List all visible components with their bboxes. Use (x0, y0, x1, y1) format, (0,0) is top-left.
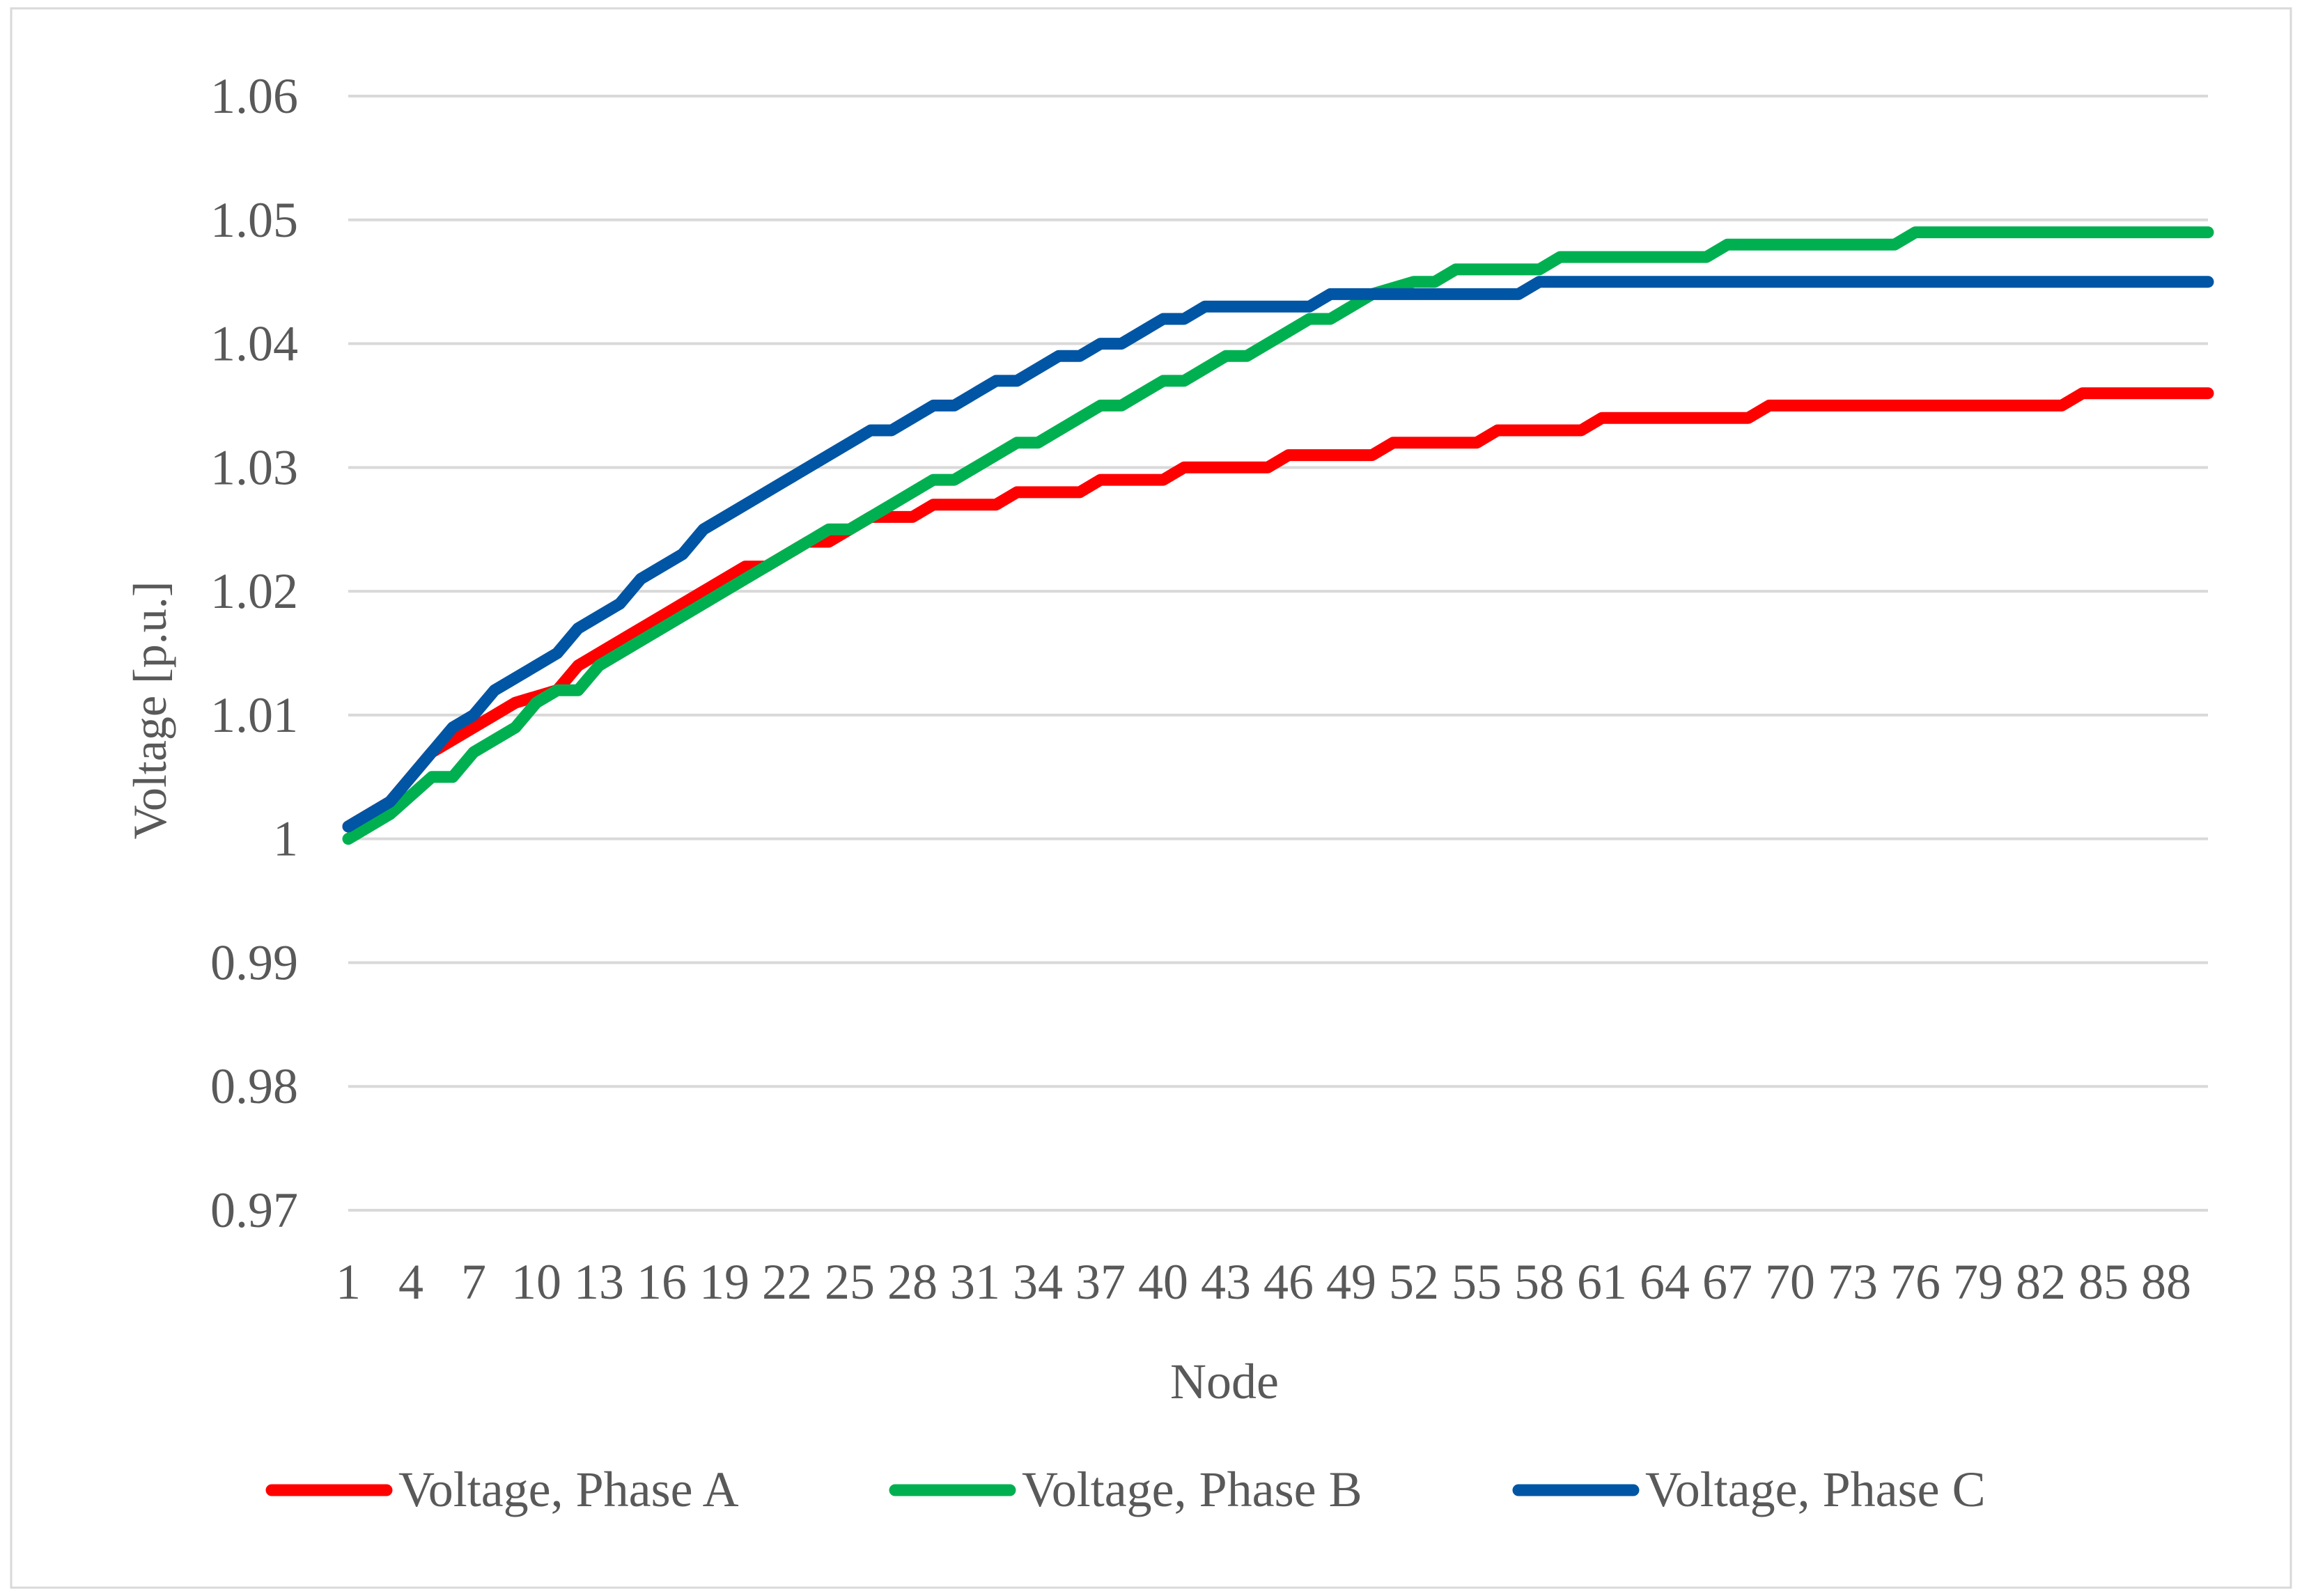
x-tick-label: 22 (762, 1254, 812, 1310)
legend-label: Voltage, Phase A (398, 1462, 739, 1517)
x-tick-label: 1 (336, 1254, 361, 1310)
series-lines (342, 226, 2214, 845)
legend-label: Voltage, Phase B (1022, 1462, 1362, 1517)
series-line-3 (342, 276, 2214, 833)
x-tick-label: 37 (1075, 1254, 1126, 1310)
legend-label: Voltage, Phase C (1645, 1462, 1986, 1517)
x-tick-label: 13 (574, 1254, 624, 1310)
y-tick-label: 1.01 (210, 687, 298, 743)
x-tick-label: 40 (1138, 1254, 1188, 1310)
x-tick-label: 61 (1577, 1254, 1627, 1310)
y-tick-label: 1.02 (210, 563, 298, 619)
x-tick-label: 73 (1828, 1254, 1878, 1310)
x-tick-label: 25 (825, 1254, 875, 1310)
x-tick-label: 16 (637, 1254, 687, 1310)
x-tick-label: 64 (1640, 1254, 1690, 1310)
x-tick-label: 76 (1890, 1254, 1941, 1310)
x-tick-label: 28 (887, 1254, 938, 1310)
legend: Voltage, Phase A Voltage, Phase B Voltage,… (265, 1462, 1986, 1517)
y-axis-ticks: 0.97 0.98 0.99 1 1.01 1.02 1.03 1.04 1.05 1.06 (210, 68, 298, 1238)
x-tick-label: 55 (1452, 1254, 1502, 1310)
y-axis-title: Voltage [p.u.] (123, 581, 176, 840)
x-tick-label: 19 (699, 1254, 749, 1310)
y-tick-label: 1 (273, 811, 298, 867)
y-tick-label: 1.06 (210, 68, 298, 124)
x-tick-label: 43 (1201, 1254, 1251, 1310)
y-tick-label: 1.05 (210, 192, 298, 248)
x-tick-label: 34 (1013, 1254, 1063, 1310)
x-tick-label: 4 (398, 1254, 423, 1310)
gridlines (348, 95, 2208, 1212)
x-tick-label: 79 (1953, 1254, 2003, 1310)
x-tick-label: 10 (511, 1254, 561, 1310)
x-tick-label: 52 (1389, 1254, 1439, 1310)
x-tick-label: 7 (461, 1254, 486, 1310)
x-axis-ticks: 1 4 7 10 13 16 19 22 25 28 31 34 37 40 43 46 49 52 55 58 61 6… (336, 1254, 2191, 1310)
x-tick-label: 88 (2141, 1254, 2191, 1310)
y-tick-label: 0.97 (210, 1182, 298, 1238)
y-tick-label: 1.04 (210, 316, 298, 372)
x-tick-label: 82 (2016, 1254, 2066, 1310)
x-axis-title: Node (1170, 1354, 1279, 1409)
x-tick-label: 70 (1765, 1254, 1815, 1310)
y-tick-label: 0.99 (210, 934, 298, 990)
series-line-2 (342, 226, 2214, 845)
x-tick-label: 31 (950, 1254, 1000, 1310)
x-tick-label: 67 (1702, 1254, 1752, 1310)
x-tick-label: 46 (1263, 1254, 1314, 1310)
x-tick-label: 85 (2078, 1254, 2129, 1310)
x-tick-label: 49 (1326, 1254, 1376, 1310)
chart-border (10, 7, 2292, 1589)
y-tick-label: 0.98 (210, 1058, 298, 1114)
x-tick-label: 58 (1514, 1254, 1564, 1310)
y-tick-label: 1.03 (210, 439, 298, 495)
